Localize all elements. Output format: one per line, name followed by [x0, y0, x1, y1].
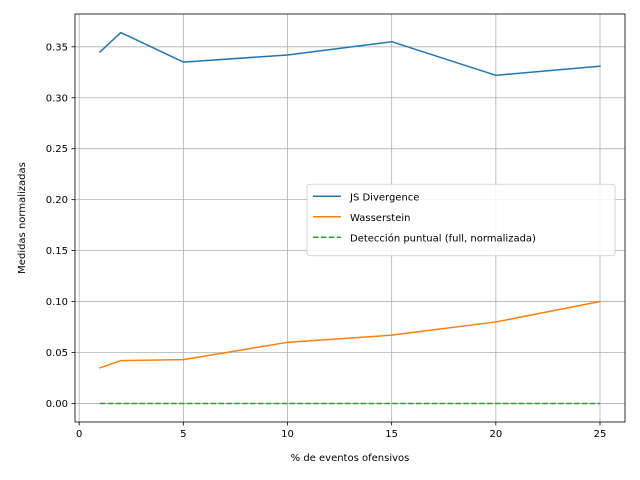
legend: JS Divergence Wasserstein Detección puntua… — [306, 183, 616, 257]
y-tick-label: 0.10 — [46, 297, 68, 308]
x-tick-label: 5 — [180, 429, 186, 440]
y-tick-label: 0.00 — [46, 399, 68, 410]
legend-box — [306, 183, 616, 257]
x-tick-label: 25 — [594, 429, 607, 440]
y-tick-label: 0.30 — [46, 93, 68, 104]
plot-frame — [74, 13, 626, 423]
series-line-2 — [99, 300, 601, 369]
legend-label-3: Detección puntual (full, normalizada) — [350, 232, 536, 244]
legend-label-2: Wasserstein — [350, 213, 410, 224]
y-tick-label: 0.15 — [46, 246, 68, 257]
x-tick-label: 10 — [281, 429, 294, 440]
legend-label-1: JS Divergence — [349, 192, 419, 203]
y-tick-label: 0.20 — [46, 195, 68, 206]
x-axis-label: % de eventos ofensivos — [291, 453, 410, 464]
x-tick-label: 15 — [385, 429, 398, 440]
y-tick-label: 0.05 — [46, 348, 68, 359]
series-lines — [98, 31, 601, 405]
x-tick-label: 0 — [76, 429, 82, 440]
y-tick-label: 0.35 — [46, 42, 68, 53]
series-line-1 — [98, 31, 601, 77]
y-axis-label: Medidas normalizadas — [17, 162, 28, 274]
y-tick-label: 0.25 — [46, 144, 68, 155]
x-tick-label: 20 — [489, 429, 502, 440]
axis-ticks: 0 5 10 15 20 25 0.00 0.05 0.10 0.15 0.20 0.25 0.30 0.… — [46, 42, 607, 440]
